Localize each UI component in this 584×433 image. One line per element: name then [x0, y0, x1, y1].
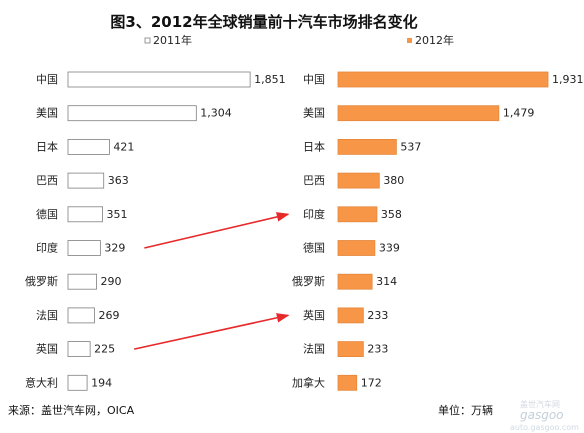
category-label-2011: 法国 — [36, 308, 58, 322]
category-label-2012: 德国 — [303, 241, 325, 255]
value-label-2011: 1,851 — [254, 73, 285, 86]
bar-2012 — [337, 206, 378, 223]
value-label-2012: 314 — [376, 275, 397, 288]
bar-2011 — [67, 374, 88, 391]
bar-2012 — [337, 71, 549, 88]
category-label-2011: 英国 — [36, 342, 58, 356]
bar-2012 — [337, 138, 397, 155]
legend-2012: 2012年 — [407, 33, 454, 47]
value-label-2011: 421 — [113, 140, 134, 153]
value-label-2011: 194 — [91, 376, 112, 389]
value-label-2011: 1,304 — [200, 107, 232, 120]
unit-note: 单位：万辆 — [438, 403, 493, 417]
chart-title: 图3、2012年全球销量前十汽车市场排名变化 — [110, 13, 417, 31]
watermark-cn: 盖世汽车网 — [520, 399, 560, 409]
bar-2012 — [337, 341, 364, 358]
bar-2011 — [67, 273, 97, 290]
value-label-2012: 233 — [367, 309, 388, 322]
bar-2011 — [67, 341, 91, 358]
value-label-2011: 329 — [104, 242, 125, 255]
value-label-2012: 537 — [400, 140, 421, 153]
bar-2012 — [337, 273, 373, 290]
bar-2011 — [67, 307, 95, 324]
bar-2011 — [67, 138, 110, 155]
bar-2012 — [337, 240, 376, 256]
arrow-uk — [133, 313, 290, 350]
category-label-2011: 日本 — [36, 139, 58, 153]
watermark-brand: gasgoo — [520, 408, 564, 422]
category-label-2012: 中国 — [303, 73, 325, 86]
category-label-2011: 中国 — [36, 73, 58, 86]
value-label-2012: 1,479 — [503, 107, 535, 120]
category-label-2011: 意大利 — [25, 375, 58, 389]
value-label-2011: 269 — [98, 309, 119, 322]
value-label-2011: 363 — [108, 174, 129, 187]
category-label-2012: 巴西 — [303, 174, 325, 187]
legend-label-2012: 2012年 — [415, 33, 454, 47]
value-label-2012: 172 — [361, 376, 382, 389]
bar-2011 — [67, 240, 101, 256]
value-label-2012: 380 — [383, 174, 404, 187]
value-label-2011: 225 — [94, 343, 115, 356]
category-label-2012: 英国 — [303, 308, 325, 322]
bar-2011 — [67, 105, 197, 122]
annotation-arrows — [133, 212, 290, 350]
category-label-2011: 俄罗斯 — [25, 275, 58, 288]
category-label-2011: 印度 — [36, 241, 58, 255]
watermark-url: auto.gasgoo.com — [510, 423, 579, 432]
category-label-2012: 俄罗斯 — [292, 275, 325, 288]
watermark: 盖世汽车网 gasgoo auto.gasgoo.com — [510, 399, 579, 432]
value-label-2012: 233 — [367, 343, 388, 356]
bar-2012 — [337, 374, 358, 391]
bar-2012 — [337, 307, 364, 324]
value-label-2012: 1,931 — [552, 73, 584, 86]
arrow-india — [144, 212, 290, 249]
bar-2011 — [67, 172, 105, 189]
bar-2012 — [337, 105, 500, 122]
bar-2011 — [67, 206, 103, 223]
legend-swatch-2011 — [144, 37, 151, 44]
category-label-2012: 美国 — [303, 107, 325, 120]
category-label-2012: 加拿大 — [292, 375, 325, 389]
legend-swatch-2012 — [407, 38, 412, 43]
category-label-2012: 法国 — [303, 342, 325, 356]
value-label-2011: 351 — [107, 208, 128, 221]
source-note: 来源：盖世汽车网，OICA — [8, 403, 135, 417]
panel-2012: 中国 1,931 美国 1,479 日本 537 巴西 380 印度 358 德国 339 俄罗斯 314… — [292, 71, 584, 391]
category-label-2012: 日本 — [303, 139, 325, 153]
category-label-2011: 美国 — [36, 107, 58, 120]
value-label-2012: 339 — [379, 242, 400, 255]
bar-2012 — [337, 172, 380, 189]
category-label-2011: 巴西 — [36, 174, 58, 187]
category-label-2012: 印度 — [303, 207, 325, 221]
legend-2011: 2011年 — [144, 33, 192, 47]
value-label-2011: 290 — [101, 275, 122, 288]
bar-2011 — [67, 71, 251, 88]
value-label-2012: 358 — [381, 208, 402, 221]
category-label-2011: 德国 — [36, 207, 58, 221]
legend-label-2011: 2011年 — [153, 33, 192, 47]
panel-2011: 中国 1,851 美国 1,304 日本 421 巴西 363 德国 351 印度 329 俄罗斯 290… — [25, 71, 286, 391]
